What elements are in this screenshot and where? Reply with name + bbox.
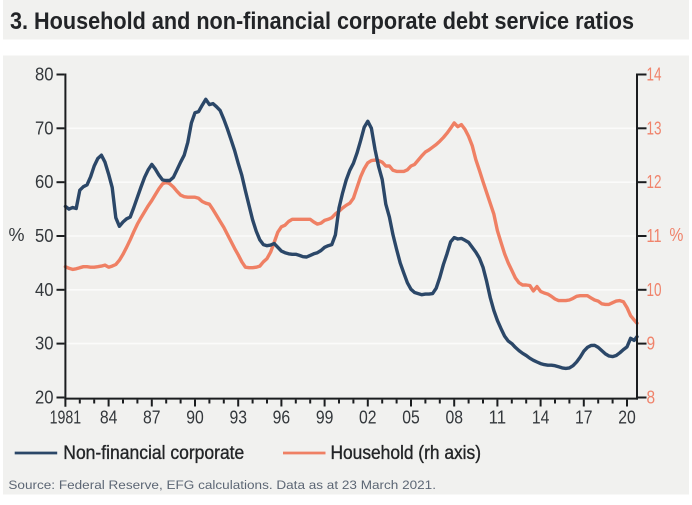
- svg-text:8: 8: [647, 387, 656, 408]
- svg-text:70: 70: [35, 117, 54, 138]
- svg-text:90: 90: [186, 406, 204, 427]
- svg-text:14: 14: [647, 64, 662, 85]
- svg-text:02: 02: [359, 406, 377, 427]
- svg-text:84: 84: [100, 406, 118, 427]
- svg-text:Source: Federal Reserve, EFG c: Source: Federal Reserve, EFG calculation…: [8, 478, 436, 492]
- svg-text:Household (rh axis): Household (rh axis): [331, 443, 482, 464]
- svg-text:60: 60: [35, 171, 54, 192]
- svg-text:08: 08: [445, 406, 463, 427]
- svg-text:05: 05: [402, 406, 420, 427]
- svg-text:9: 9: [647, 333, 656, 354]
- svg-text:40: 40: [35, 279, 54, 300]
- svg-text:14: 14: [532, 406, 550, 427]
- svg-text:30: 30: [35, 333, 54, 354]
- svg-text:%: %: [9, 225, 25, 245]
- svg-text:80: 80: [35, 64, 54, 85]
- svg-text:93: 93: [229, 406, 247, 427]
- svg-text:11: 11: [647, 225, 662, 246]
- svg-text:20: 20: [618, 406, 636, 427]
- svg-text:99: 99: [316, 406, 334, 427]
- svg-text:50: 50: [35, 225, 54, 246]
- svg-text:96: 96: [273, 406, 291, 427]
- svg-text:13: 13: [647, 117, 662, 138]
- svg-text:11: 11: [489, 406, 507, 427]
- svg-text:Non-financial corporate: Non-financial corporate: [63, 443, 244, 464]
- svg-text:3. Household and non-financial: 3. Household and non-financial corporate…: [10, 8, 634, 35]
- svg-text:10: 10: [647, 279, 662, 300]
- svg-text:1981: 1981: [50, 406, 82, 427]
- svg-text:20: 20: [35, 387, 54, 408]
- svg-text:12: 12: [647, 171, 662, 192]
- svg-text:87: 87: [143, 406, 161, 427]
- svg-text:%: %: [669, 225, 683, 245]
- svg-text:17: 17: [575, 406, 593, 427]
